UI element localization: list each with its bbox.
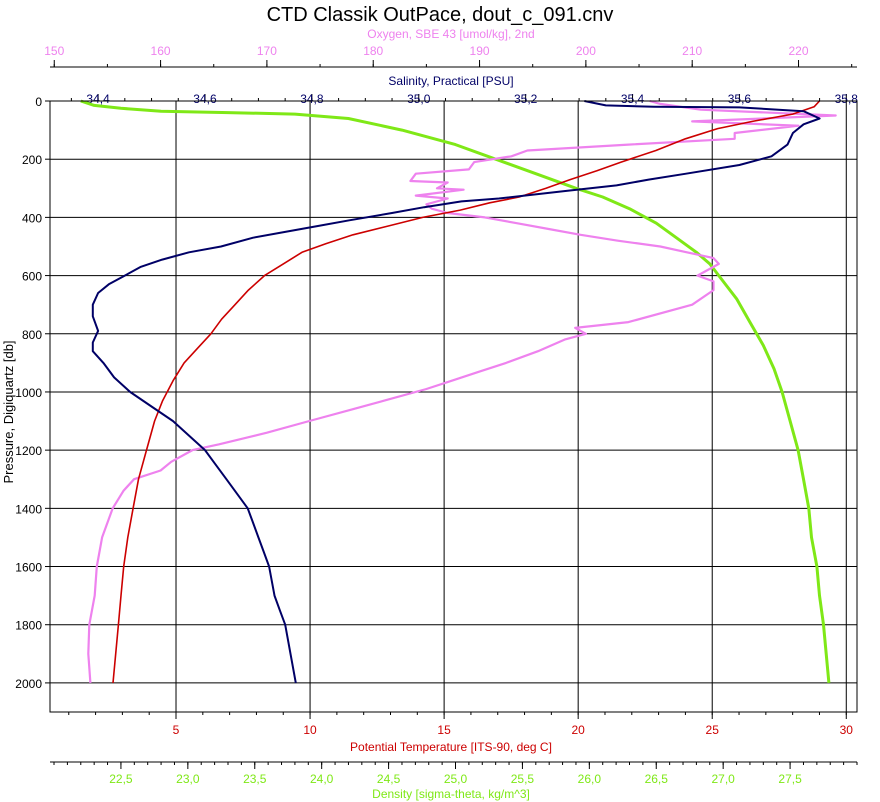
density-tick-label: 26,0 xyxy=(578,772,602,786)
temperature-axis-label: Potential Temperature [ITS-90, deg C] xyxy=(350,740,552,754)
salinity-tick-label: 35,6 xyxy=(728,92,752,106)
pressure-tick-label: 1200 xyxy=(15,444,42,458)
temperature-tick-label: 30 xyxy=(840,723,854,737)
density-tick-label: 26,5 xyxy=(645,772,669,786)
oxygen-tick-label: 190 xyxy=(470,44,490,58)
density-tick-label: 22,5 xyxy=(109,772,133,786)
oxygen-tick-label: 200 xyxy=(576,44,596,58)
temperature-tick-label: 20 xyxy=(571,723,585,737)
temperature-tick-label: 15 xyxy=(437,723,451,737)
salinity-tick-label: 35,8 xyxy=(835,92,859,106)
oxygen-tick-label: 220 xyxy=(789,44,809,58)
salinity-ticks: 34,4 34,6 34,8 35,0 35,2 35,4 35,6 35,8 xyxy=(70,92,859,106)
pressure-tick-label: 1000 xyxy=(15,386,42,400)
pressure-tick-label: 800 xyxy=(22,328,42,342)
series-layer xyxy=(80,99,837,684)
temperature-tick-label: 10 xyxy=(303,723,317,737)
salinity-axis: 34,4 34,6 34,8 35,0 35,2 35,4 35,6 35,8 Salinit… xyxy=(70,74,859,106)
salinity-tick-label: 34,6 xyxy=(193,92,217,106)
pressure-ticks: 0 200 400 600 800 1000 1200 1400 1600 1800 2000 xyxy=(15,95,50,691)
density-tick-label: 25,0 xyxy=(444,772,468,786)
plot-frame xyxy=(49,100,858,713)
density-tick-label: 27,0 xyxy=(711,772,735,786)
salinity-tick-label: 35,4 xyxy=(621,92,645,106)
oxygen-tick-label: 170 xyxy=(257,44,277,58)
temperature-tick-label: 5 xyxy=(173,723,180,737)
temperature-tick-label: 25 xyxy=(706,723,720,737)
temperature-axis: 5 10 15 20 25 30 Potential Temperature [ITS-9… xyxy=(68,712,854,754)
oxygen-tick-label: 150 xyxy=(44,44,64,58)
pressure-tick-label: 1400 xyxy=(15,502,42,516)
pressure-axis-label: Pressure, Digiquartz [db] xyxy=(1,340,16,483)
pressure-tick-label: 600 xyxy=(22,270,42,284)
oxygen-tick-label: 210 xyxy=(682,44,702,58)
density-tick-label: 23,0 xyxy=(176,772,200,786)
density-series-line xyxy=(80,99,831,684)
oxygen-axis-label: Oxygen, SBE 43 [umol/kg], 2nd xyxy=(367,27,534,41)
salinity-tick-label: 35,0 xyxy=(407,92,431,106)
salinity-tick-label: 34,8 xyxy=(300,92,324,106)
pressure-tick-label: 2000 xyxy=(15,677,42,691)
salinity-series-line xyxy=(91,100,821,684)
density-tick-label: 24,5 xyxy=(377,772,401,786)
oxygen-tick-label: 180 xyxy=(363,44,383,58)
salinity-tick-label: 34,4 xyxy=(86,92,110,106)
temperature-series-line xyxy=(112,100,821,683)
grid xyxy=(50,100,857,712)
pressure-tick-label: 1800 xyxy=(15,619,42,633)
pressure-tick-label: 200 xyxy=(22,153,42,167)
chart-title: CTD Classik OutPace, dout_c_091.cnv xyxy=(267,4,614,26)
oxygen-series-line xyxy=(87,99,837,683)
salinity-tick-label: 35,2 xyxy=(514,92,538,106)
oxygen-tick-label: 160 xyxy=(151,44,171,58)
density-axis: 22,5 23,0 23,5 24,0 24,5 25,0 25,5 26,0 26,5 27,0… xyxy=(50,761,858,801)
oxygen-axis: 150 160 170 180 190 200 210 220 Oxygen, SBE 43 … xyxy=(44,27,857,68)
density-tick-label: 24,0 xyxy=(310,772,334,786)
density-tick-label: 27,5 xyxy=(778,772,802,786)
pressure-tick-label: 400 xyxy=(22,211,42,225)
salinity-axis-label: Salinity, Practical [PSU] xyxy=(388,74,513,88)
oxygen-ticks: 150 160 170 180 190 200 210 220 xyxy=(44,44,853,67)
density-axis-label: Density [sigma-theta, kg/m^3] xyxy=(372,787,530,801)
density-ticks: 22,5 23,0 23,5 24,0 24,5 25,0 25,5 26,0 26,5 27,0… xyxy=(53,762,858,786)
pressure-tick-label: 1600 xyxy=(15,561,42,575)
temperature-ticks: 5 10 15 20 25 30 xyxy=(68,712,854,737)
pressure-tick-label: 0 xyxy=(35,95,42,109)
density-tick-label: 23,5 xyxy=(243,772,267,786)
density-tick-label: 25,5 xyxy=(511,772,535,786)
